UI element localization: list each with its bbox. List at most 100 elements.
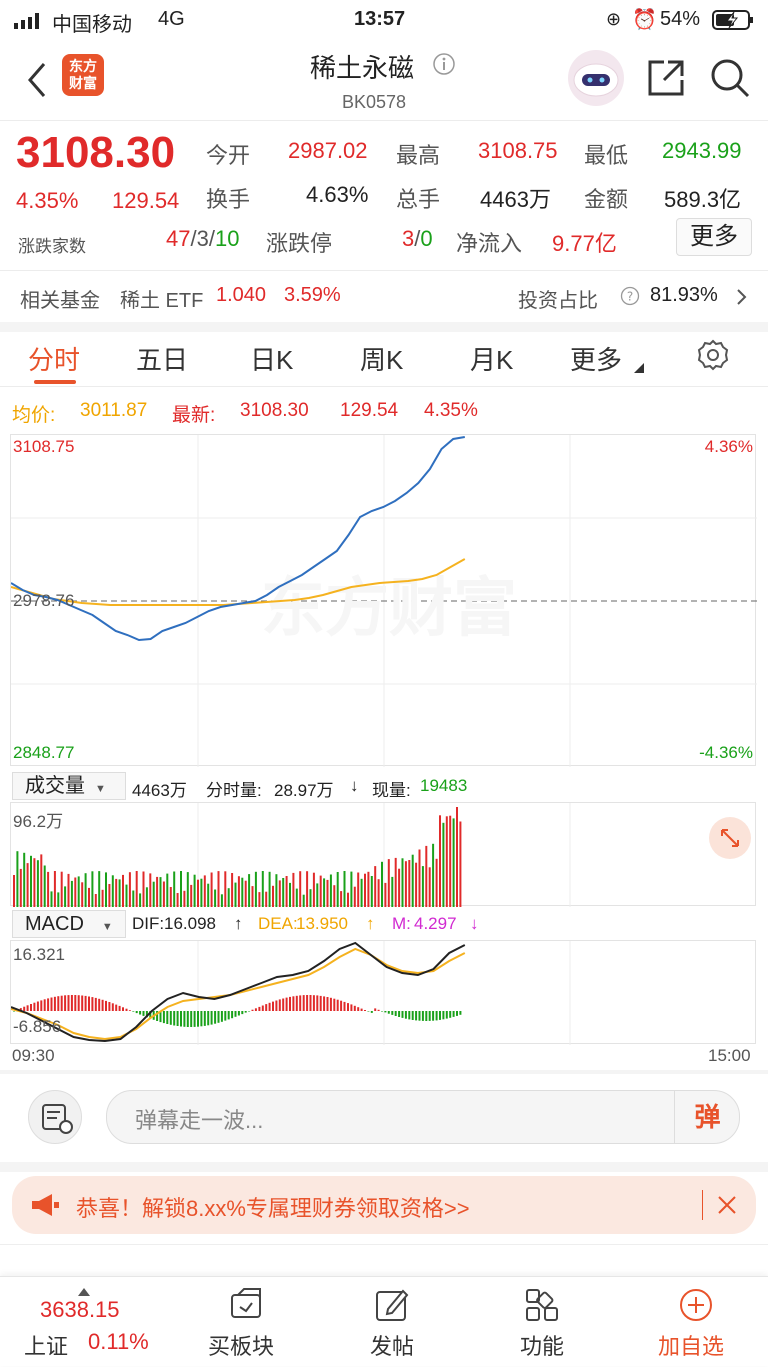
current-price: 3108.30 — [16, 128, 176, 177]
nav-bar: 东方 财富 稀土永磁 BK0578 — [0, 40, 768, 120]
volume-bar — [391, 876, 394, 907]
macd-selector[interactable]: MACD ▼ — [12, 910, 126, 938]
dif-arrow-icon: ↑ — [234, 914, 243, 933]
add-watchlist-button[interactable]: 加自选 — [648, 1277, 748, 1367]
volume-bar — [33, 858, 36, 907]
intraday-info: 均价: 3011.87 最新: 3108.30 129.54 4.35% — [0, 396, 768, 426]
macd-bar — [415, 1011, 418, 1021]
info-icon[interactable] — [432, 52, 456, 76]
fund-row[interactable]: 相关基金 稀土 ETF 1.040 3.59% 投资占比 ? 81.93% — [0, 272, 768, 320]
macd-bar — [50, 997, 53, 1011]
macd-bar — [40, 1000, 43, 1011]
volume-selector[interactable]: 成交量 ▼ — [12, 772, 126, 800]
macd-bar — [159, 1011, 162, 1023]
macd-bar — [81, 995, 84, 1011]
post-button[interactable]: 发帖 — [354, 1277, 434, 1367]
fund-pct: 3.59% — [284, 284, 341, 306]
share-icon[interactable] — [646, 58, 686, 98]
volume-bar — [57, 892, 60, 907]
macd-bar — [381, 1011, 383, 1012]
volume-bar — [326, 879, 329, 907]
volume-bar — [111, 875, 114, 907]
assistant-avatar[interactable] — [566, 48, 626, 108]
volume-bar — [180, 871, 182, 907]
macd-bar — [214, 1011, 217, 1024]
volume-total: 4463万 — [132, 781, 187, 800]
macd-bar — [84, 995, 87, 1011]
volume-bar — [336, 872, 339, 907]
amount-value: 589.3亿 — [664, 187, 742, 212]
danmu-send-button[interactable]: 弹 — [674, 1090, 740, 1144]
index-ticker[interactable]: 3638.15 上证 0.11% — [0, 1277, 170, 1367]
now-volume: 19483 — [420, 776, 468, 795]
macd-bar — [36, 1001, 39, 1011]
help-icon[interactable]: ? — [620, 286, 640, 306]
function-button[interactable]: 功能 — [504, 1277, 584, 1367]
volume-chart[interactable]: 96.2万 — [10, 802, 756, 907]
macd-bar — [316, 995, 319, 1011]
macd-bar — [248, 1011, 251, 1012]
tab-intraday[interactable]: 分时 — [28, 345, 81, 375]
danmu-input[interactable]: 弹幕走一波... 弹 — [106, 1090, 740, 1144]
volume-bar — [418, 849, 421, 907]
volume-bar — [442, 822, 445, 907]
danmu-bar: 弹幕走一波... 弹 — [0, 1074, 768, 1162]
buy-board-button[interactable]: 买板块 — [190, 1277, 300, 1367]
breadth-values: 47/3/10 — [166, 226, 240, 251]
search-icon[interactable] — [708, 56, 752, 100]
volume-bar — [135, 871, 138, 907]
macd-chart[interactable]: 16.321 -6.856 — [10, 940, 756, 1045]
macd-bar — [384, 1011, 387, 1013]
volume-bar — [13, 875, 15, 907]
macd-bar — [421, 1011, 424, 1021]
netflow-value: 9.77亿 — [552, 231, 617, 256]
tab-five-day[interactable]: 五日 — [136, 345, 189, 375]
pct-bottom-label: -4.36% — [699, 743, 753, 762]
danmu-toggle-icon[interactable] — [28, 1090, 82, 1144]
intraday-chart[interactable]: 东方财富 3108.75 2978.76 2848.77 4.36% -4.36… — [10, 434, 757, 767]
volume-bar — [36, 860, 39, 907]
volume-bar — [207, 883, 210, 907]
period-volume: 28.97万 — [274, 781, 334, 800]
macd-bar — [220, 1011, 223, 1022]
tab-more[interactable]: 更多 — [570, 345, 623, 375]
fund-label: 相关基金 — [20, 290, 100, 312]
back-icon[interactable] — [22, 58, 52, 102]
bottom-bar: 3638.15 上证 0.11% 买板块 发帖 功能 加自选 — [0, 1276, 768, 1366]
tab-day-k[interactable]: 日K — [250, 345, 294, 375]
y-bottom-label: 2848.77 — [13, 743, 75, 762]
latest-change: 129.54 — [340, 400, 399, 421]
expand-icon[interactable] — [709, 817, 751, 859]
volume-bar — [377, 879, 380, 907]
volume-bar — [289, 882, 291, 907]
latest-label: 最新: — [172, 405, 216, 426]
time-end: 15:00 — [708, 1046, 751, 1065]
more-button[interactable]: 更多 — [676, 218, 752, 256]
volume-bar — [432, 843, 435, 907]
macd-bar — [377, 1009, 380, 1011]
tab-week-k[interactable]: 周K — [360, 345, 404, 375]
macd-bar — [391, 1011, 394, 1015]
macd-bar — [13, 1011, 15, 1012]
dif-line — [11, 941, 466, 1043]
macd-bar — [357, 1007, 360, 1011]
macd-bar — [203, 1011, 206, 1026]
macd-bar — [251, 1009, 254, 1011]
macd-bar — [57, 996, 60, 1011]
volume-bar — [323, 878, 326, 907]
price-line — [11, 436, 465, 642]
volume-bar — [91, 871, 94, 907]
macd-bar — [197, 1011, 199, 1027]
settings-icon[interactable] — [696, 338, 730, 372]
macd-bar — [302, 995, 305, 1011]
volume-bar — [316, 883, 319, 907]
megaphone-icon — [30, 1192, 60, 1218]
volume-bar — [197, 879, 199, 907]
volume-bar — [278, 880, 281, 907]
volume-bar — [251, 886, 254, 907]
promo-banner[interactable]: 恭喜！解锁8.xx%专属理财券领取资格>> — [12, 1176, 756, 1234]
dif-label: DIF: — [132, 914, 165, 933]
tab-month-k[interactable]: 月K — [470, 345, 514, 375]
volume-bar — [350, 871, 353, 907]
close-icon[interactable] — [716, 1194, 738, 1216]
